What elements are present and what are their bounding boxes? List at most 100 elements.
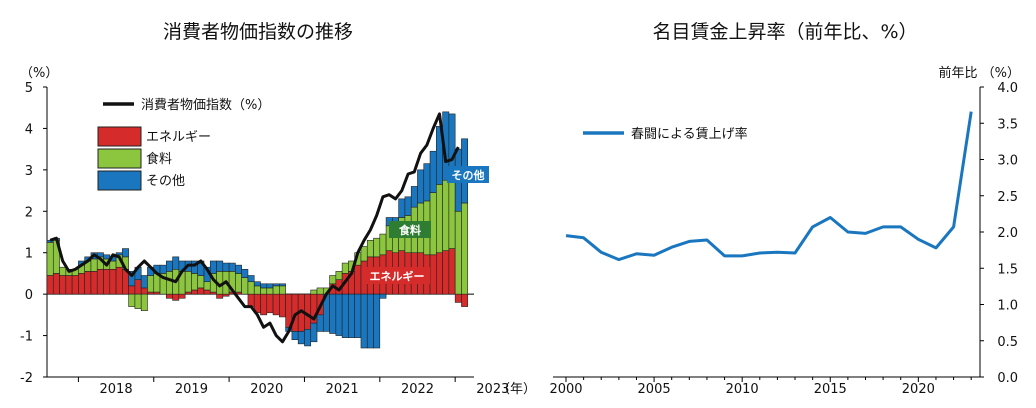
right-y-tick-label: 1.0 (997, 299, 1018, 314)
energy-bar (436, 252, 443, 295)
other-bar (228, 262, 236, 272)
energy-bar (216, 293, 224, 299)
right-y-unit: 前年比 （%） (939, 65, 1021, 81)
right-x-tick-label: 2010 (726, 382, 759, 397)
other-bar (115, 252, 123, 256)
energy-bar (59, 275, 67, 295)
other-bar (279, 283, 286, 287)
food-bar (128, 293, 136, 307)
right-y-tick-label: 4.0 (997, 81, 1018, 96)
left-x-unit: （年） (497, 382, 536, 397)
other-bar (235, 264, 242, 274)
energy-bar (203, 289, 211, 295)
other-bar (410, 186, 418, 208)
food-bar (235, 273, 242, 293)
right-x-tick-label: 2000 (549, 382, 582, 397)
energy-bar (429, 254, 437, 295)
other-bar (122, 248, 129, 258)
energy-bar (172, 293, 180, 301)
energy-bar (147, 291, 155, 295)
energy-bar (178, 293, 186, 299)
left-y-tick-label: 1 (25, 247, 33, 262)
other-bar (398, 198, 406, 218)
legend-energy-label: エネルギー (146, 130, 211, 145)
other-bar (379, 293, 387, 299)
other-bar (354, 293, 362, 338)
food-bar (454, 210, 462, 295)
other-bar (216, 260, 224, 272)
other-bar (423, 163, 431, 202)
food-bar (329, 275, 337, 285)
annotation-food-label: 食料 (399, 223, 421, 237)
food-bar (272, 285, 280, 295)
right-chart-title: 名目賃金上昇率（前年比、%） (652, 21, 917, 43)
food-bar (266, 287, 274, 295)
other-bar (159, 264, 167, 274)
energy-bar (448, 248, 456, 295)
energy-bar (197, 287, 205, 295)
other-bar (291, 331, 299, 341)
left-y-tick-label: -1 (20, 330, 33, 345)
energy-bar (65, 275, 73, 295)
legend-cpi-label: 消費者物価指数（%） (141, 98, 270, 113)
food-bar (147, 275, 155, 293)
right-y-tick-label: 0.5 (997, 335, 1018, 350)
left-x-tick-label: 2021 (326, 382, 359, 397)
left-x-tick-label: 2018 (100, 382, 133, 397)
energy-bar (354, 264, 362, 295)
other-bar (241, 268, 249, 278)
other-bar (366, 293, 374, 349)
other-bar (222, 262, 230, 272)
other-bar (348, 293, 355, 338)
annotation-food-box (389, 221, 431, 238)
energy-bar (52, 273, 60, 295)
other-bar (429, 150, 437, 193)
other-bar (404, 196, 412, 216)
energy-bar (461, 293, 469, 307)
other-bar (247, 275, 255, 283)
food-bar (166, 271, 173, 295)
left-x-tick-label: 2020 (250, 382, 283, 397)
annotation-other-label: その他 (452, 168, 485, 182)
food-bar (59, 266, 67, 276)
food-bar (448, 175, 456, 249)
right-y-tick-label: 2.0 (997, 226, 1018, 241)
left-y-tick-label: 4 (25, 122, 33, 137)
wage-growth-line (565, 111, 973, 262)
energy-bar (247, 293, 255, 307)
food-bar (436, 184, 443, 254)
energy-bar (260, 293, 268, 316)
other-bar (103, 254, 111, 260)
cpi-line (49, 112, 460, 344)
left-x-tick-label: 2023 (476, 382, 509, 397)
food-bar (461, 202, 469, 295)
right-y-tick-label: 1.5 (997, 262, 1018, 277)
energy-bar (222, 293, 230, 297)
food-bar (279, 285, 286, 295)
food-bar (316, 287, 324, 295)
left-y-tick-label: 3 (25, 164, 33, 179)
legend-food-swatch (97, 148, 142, 169)
other-bar (335, 293, 343, 336)
right-y-tick-label: 3.5 (997, 117, 1018, 132)
other-bar (297, 331, 305, 345)
food-bar (442, 179, 450, 251)
legend-food-label: 食料 (146, 151, 172, 167)
energy-bar (115, 266, 123, 295)
energy-bar (90, 271, 98, 295)
other-bar (272, 283, 280, 287)
right-x-tick-label: 2020 (902, 382, 935, 397)
food-bar (134, 293, 142, 309)
energy-bar (454, 293, 462, 303)
food-bar (109, 260, 117, 270)
energy-bar (191, 289, 199, 295)
left-y-tick-label: 2 (25, 205, 33, 220)
annotation-energy-label: エネルギー (370, 269, 425, 283)
right-y-tick-label: 0.0 (997, 371, 1018, 386)
left-y-unit: （%） (20, 66, 58, 81)
energy-bar (166, 293, 173, 299)
energy-bar (209, 291, 217, 295)
